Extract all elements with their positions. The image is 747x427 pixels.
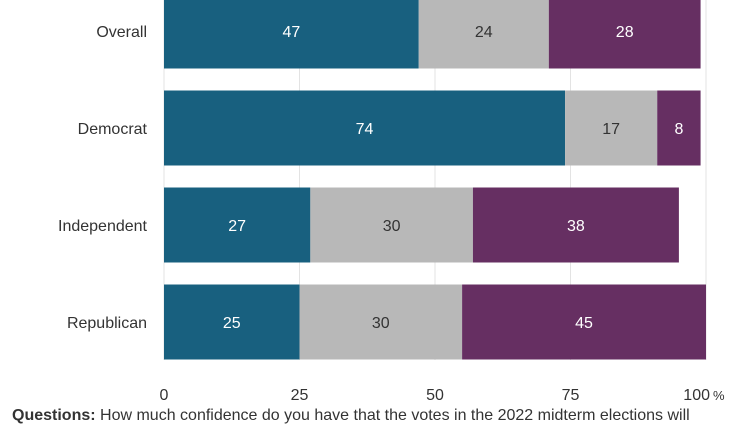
category-label-overall: Overall bbox=[96, 24, 147, 41]
category-label-republican: Republican bbox=[67, 315, 147, 332]
category-labels: Overall Democrat Independent Republican bbox=[58, 24, 148, 332]
x-unit-label: % bbox=[713, 388, 725, 403]
category-label-democrat: Democrat bbox=[78, 121, 148, 138]
footnote-text: How much confidence do you have that the… bbox=[100, 407, 690, 424]
tick-label-0: 0 bbox=[160, 387, 169, 404]
data-label-overall-seg1: 47 bbox=[282, 24, 300, 41]
category-label-independent: Independent bbox=[58, 218, 148, 235]
x-axis-ticks: 0 25 50 75 100% bbox=[160, 387, 725, 404]
tick-label-25: 25 bbox=[291, 387, 309, 404]
footnote-label: Questions: bbox=[12, 407, 96, 424]
bar-overall-seg1 bbox=[164, 0, 419, 69]
bar-republican-seg2 bbox=[299, 284, 463, 360]
data-label-overall-seg3: 28 bbox=[616, 24, 634, 41]
bar-independent-seg1 bbox=[164, 187, 311, 263]
bar-overall-seg3 bbox=[548, 0, 701, 69]
bar-republican-seg1 bbox=[164, 284, 300, 360]
bar-independent-seg2 bbox=[310, 187, 473, 263]
tick-label-75: 75 bbox=[562, 387, 580, 404]
data-label-independent-seg1: 27 bbox=[228, 218, 246, 235]
bar-overall-seg2 bbox=[418, 0, 549, 69]
data-label-republican-seg1: 25 bbox=[223, 315, 241, 332]
bar-democrat-seg1 bbox=[164, 90, 566, 166]
bar-independent-seg3 bbox=[472, 187, 679, 263]
bars: 47 24 28 74 17 8 27 30 38 25 30 45 bbox=[164, 0, 706, 360]
tick-label-100: 100 bbox=[683, 387, 710, 404]
data-label-independent-seg3: 38 bbox=[567, 218, 585, 235]
tick-label-50: 50 bbox=[426, 387, 444, 404]
data-label-republican-seg2: 30 bbox=[372, 315, 390, 332]
data-label-democrat-seg3: 8 bbox=[674, 121, 683, 138]
data-label-democrat-seg2: 17 bbox=[602, 121, 620, 138]
bar-democrat-seg2 bbox=[565, 90, 658, 166]
data-label-overall-seg2: 24 bbox=[475, 24, 493, 41]
data-label-republican-seg3: 45 bbox=[575, 315, 593, 332]
footnote: Questions: How much confidence do you ha… bbox=[12, 405, 747, 427]
bar-democrat-seg3 bbox=[657, 90, 701, 166]
data-label-democrat-seg1: 74 bbox=[356, 121, 374, 138]
data-label-independent-seg2: 30 bbox=[383, 218, 401, 235]
bar-republican-seg3 bbox=[462, 284, 706, 360]
